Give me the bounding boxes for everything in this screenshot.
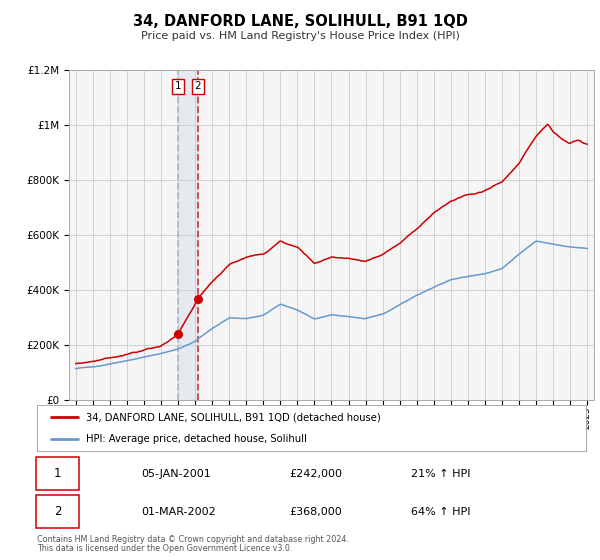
Text: 21% ↑ HPI: 21% ↑ HPI (410, 469, 470, 479)
Text: 01-MAR-2002: 01-MAR-2002 (142, 507, 216, 517)
Text: Contains HM Land Registry data © Crown copyright and database right 2024.: Contains HM Land Registry data © Crown c… (37, 534, 349, 544)
Bar (178, 70, 198, 400)
Text: HPI: Average price, detached house, Solihull: HPI: Average price, detached house, Soli… (86, 435, 307, 444)
Text: £242,000: £242,000 (290, 469, 343, 479)
Text: 05-JAN-2001: 05-JAN-2001 (142, 469, 211, 479)
Text: 2: 2 (194, 81, 201, 91)
Text: 34, DANFORD LANE, SOLIHULL, B91 1QD: 34, DANFORD LANE, SOLIHULL, B91 1QD (133, 14, 467, 29)
Text: 1: 1 (54, 467, 61, 480)
Text: 2: 2 (54, 505, 61, 519)
Text: 64% ↑ HPI: 64% ↑ HPI (410, 507, 470, 517)
Text: Price paid vs. HM Land Registry's House Price Index (HPI): Price paid vs. HM Land Registry's House … (140, 31, 460, 41)
FancyBboxPatch shape (36, 496, 79, 528)
Point (173, 329, 183, 338)
Text: This data is licensed under the Open Government Licence v3.0.: This data is licensed under the Open Gov… (37, 544, 293, 553)
Text: 34, DANFORD LANE, SOLIHULL, B91 1QD (detached house): 34, DANFORD LANE, SOLIHULL, B91 1QD (det… (86, 412, 380, 422)
Text: 1: 1 (175, 81, 182, 91)
Point (193, 295, 203, 304)
Text: £368,000: £368,000 (290, 507, 343, 517)
FancyBboxPatch shape (36, 458, 79, 490)
